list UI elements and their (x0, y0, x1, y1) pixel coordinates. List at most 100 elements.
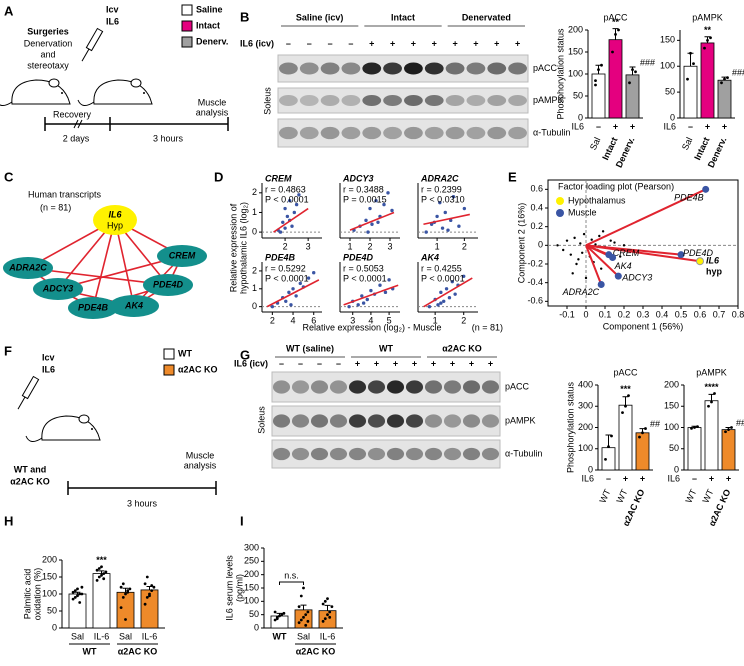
bar (318, 610, 337, 629)
x-tick-label: 2 (367, 241, 372, 251)
y-tick-label: 200 (568, 24, 583, 34)
scatter-point (364, 218, 368, 223)
blot-treatment-sign: + (393, 358, 398, 368)
y-axis-label: Palmitic acid (22, 569, 32, 620)
blot-treatment-sign: + (390, 38, 395, 48)
data-point (302, 586, 305, 590)
scatter-point (390, 208, 394, 213)
group-label: WT (83, 646, 97, 656)
blot-treatment-sign: – (348, 38, 353, 48)
network-node (3, 257, 53, 279)
blot-treatment-sign: + (374, 358, 379, 368)
data-point (304, 623, 308, 627)
scatter-point (424, 230, 428, 234)
blot-band (320, 62, 340, 75)
data-point (730, 426, 733, 429)
loading-label: ADRA2C (562, 287, 600, 297)
error-bar (324, 604, 331, 611)
y-tick-label: 0 (254, 622, 259, 632)
bar (92, 573, 111, 629)
blot-band (310, 447, 329, 461)
y-tick-label: 2 (252, 265, 257, 275)
category-label: Sal (680, 136, 695, 152)
data-point (71, 590, 75, 594)
score-point (609, 239, 612, 242)
scatter-point (283, 206, 287, 211)
data-point (306, 610, 310, 614)
scatter-point (387, 278, 391, 282)
scatter-point (449, 218, 453, 223)
blot-treatment-sign: – (328, 38, 333, 48)
bar (116, 591, 135, 629)
blot-band (445, 62, 465, 75)
blot-band (362, 62, 382, 75)
bar (608, 39, 623, 119)
scatter-point (374, 198, 378, 203)
network-node (68, 297, 118, 319)
blot-treatment-sign: + (488, 358, 493, 368)
scatter-point (369, 288, 373, 293)
blot-treatment-sign: – (279, 358, 284, 368)
treatment-sign: – (692, 473, 697, 483)
blot-band (466, 62, 486, 75)
treatment-sign: – (606, 473, 611, 483)
fit-line (273, 207, 309, 233)
bar (294, 609, 313, 629)
category-label: IL-6 (320, 631, 336, 641)
timeline-label: 2 days (63, 133, 90, 143)
blot-treatment-sign: – (336, 358, 341, 368)
scatter-point (284, 299, 288, 303)
data-point (73, 596, 77, 599)
panel-label: H (4, 513, 13, 528)
blot-band (404, 95, 423, 106)
mouse-ear (130, 78, 142, 88)
blot-row-label: pACC (505, 381, 530, 391)
y-tick-label: 100 (578, 443, 593, 453)
blot-band (386, 447, 405, 461)
blot-band (362, 126, 382, 140)
loading-point (696, 257, 704, 266)
scatter-point (376, 220, 380, 224)
blot-membrane (271, 439, 501, 469)
scatter-point (450, 279, 454, 284)
data-point (597, 68, 600, 71)
blot-row-label: pAMPK (505, 415, 536, 425)
blot-band (299, 126, 319, 140)
node-label: ADRA2C (8, 262, 47, 272)
blot-row-label: α-Tubulin (533, 127, 570, 137)
scatter-point (285, 214, 290, 219)
loading-label: AK4 (614, 261, 632, 271)
subplot-title: AK4 (420, 252, 439, 262)
data-point (280, 613, 284, 617)
blot-band (348, 414, 367, 428)
correlation-p: P < 0.0001 (421, 273, 465, 283)
blot-membrane (277, 118, 529, 148)
endpoint-label: Muscle (198, 97, 227, 107)
x-tick-label: 0.8 (732, 309, 744, 319)
treatment-sign: + (726, 473, 731, 483)
node-label: ADCY3 (42, 283, 74, 293)
data-point (627, 394, 630, 398)
data-point (724, 430, 727, 434)
loading-label: IL6 (706, 256, 720, 266)
data-point (690, 426, 693, 430)
data-point (102, 577, 106, 581)
correlation-r: r = 0.3488 (343, 184, 384, 194)
sample-size: (n = 81) (472, 322, 503, 332)
blot-tissue-label: Soleus (262, 87, 272, 115)
bar (721, 429, 736, 471)
loading-label: PDE4D (683, 248, 714, 258)
significance: *** (96, 555, 107, 565)
data-point (145, 575, 149, 579)
surgeries-detail: and (40, 49, 55, 59)
data-point (631, 68, 634, 71)
score-point (579, 242, 582, 245)
scatter-point (435, 214, 439, 219)
blot-band (367, 380, 386, 394)
blot-band (443, 414, 462, 428)
significance: #### (736, 418, 744, 428)
y-tick-label: 50 (47, 605, 57, 615)
data-point (726, 76, 729, 80)
scatter-point (378, 283, 382, 287)
y-tick-label: 50 (665, 86, 675, 96)
